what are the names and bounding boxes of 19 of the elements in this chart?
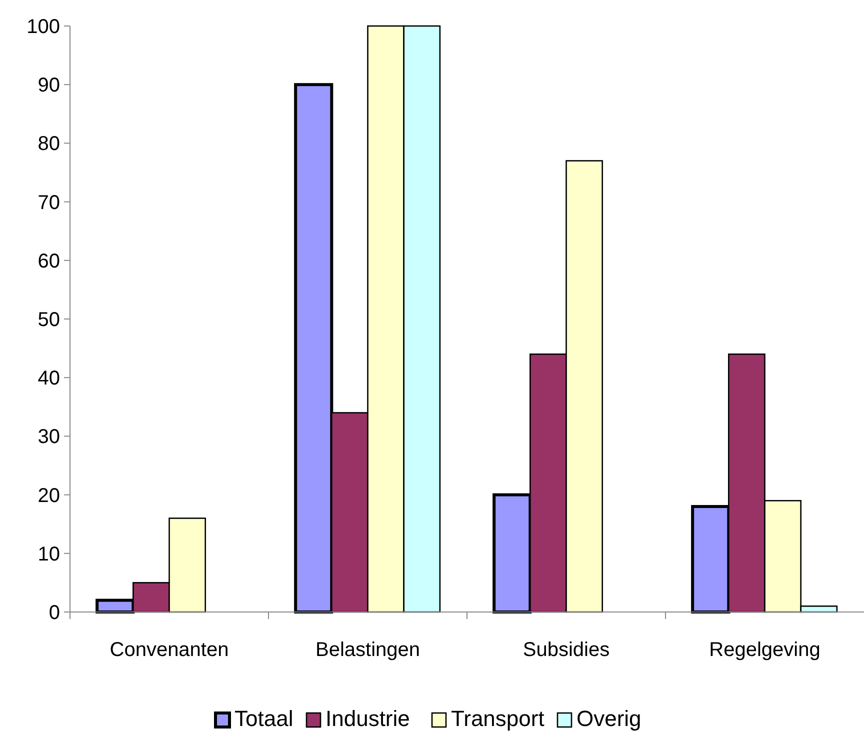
y-tick-label: 40 — [38, 368, 60, 390]
y-tick-label: 10 — [38, 543, 60, 566]
y-tick-label: 50 — [38, 309, 60, 331]
legend-label: Transport — [451, 706, 544, 731]
y-tick-label: 0 — [48, 602, 60, 624]
y-tick-label: 20 — [38, 484, 60, 507]
legend-label: Industrie — [326, 706, 410, 731]
legend-label: Overig — [576, 706, 642, 731]
y-tick-label: 70 — [38, 192, 60, 214]
y-tick-label: 60 — [38, 250, 60, 272]
x-tick-label: Subsidies — [522, 639, 610, 661]
x-tick-label: Regelgeving — [709, 639, 820, 661]
legend-label: Totaal — [234, 706, 294, 731]
y-tick-label: 90 — [38, 74, 60, 97]
x-tick-label: Convenanten — [110, 639, 229, 661]
y-tick-label: 80 — [38, 133, 60, 156]
y-tick-label: 100 — [26, 16, 60, 38]
x-tick-label: Belastingen — [315, 639, 420, 661]
y-tick-label: 30 — [38, 426, 60, 448]
